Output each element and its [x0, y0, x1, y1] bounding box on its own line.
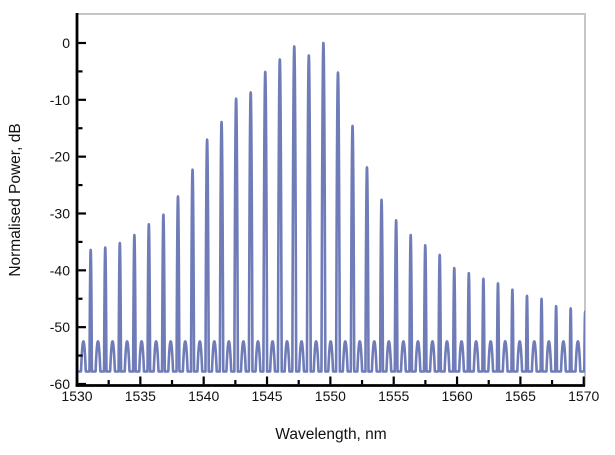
y-axis-tick-label: 0 [62, 35, 70, 51]
y-axis-tick-label: -40 [50, 262, 70, 278]
y-axis-tick-label: -60 [50, 376, 70, 392]
spectrum-trace [77, 41, 585, 373]
x-axis-tick-labels: 1530 1535 1540 1545 1550 1555 1560 1565 1570 [61, 388, 599, 404]
y-axis-title: Normalised Power, dB [7, 123, 24, 276]
x-axis-tick-label: 1545 [251, 388, 282, 404]
y-axis-tick-label: -30 [50, 205, 70, 221]
x-axis-tick-label: 1560 [441, 388, 472, 404]
y-axis-tick-label: -10 [50, 92, 70, 108]
x-axis-tick-label: 1550 [315, 388, 346, 404]
x-axis-tick-label: 1570 [568, 388, 599, 404]
x-axis-tick-label: 1555 [378, 388, 409, 404]
y-axis-tick-label: -50 [50, 319, 70, 335]
x-axis-tick-label: 1535 [125, 388, 156, 404]
x-axis-ticks [75, 376, 585, 385]
x-axis-tick-label: 1565 [505, 388, 536, 404]
x-axis-title: Wavelength, nm [275, 426, 386, 443]
y-axis-tick-labels: 0 -10 -20 -30 -40 -50 -60 [50, 35, 70, 392]
x-axis-tick-label: 1530 [61, 388, 92, 404]
y-axis-tick-label: -20 [50, 149, 70, 165]
x-axis-tick-label: 1540 [188, 388, 219, 404]
y-axis-ticks [78, 41, 86, 386]
